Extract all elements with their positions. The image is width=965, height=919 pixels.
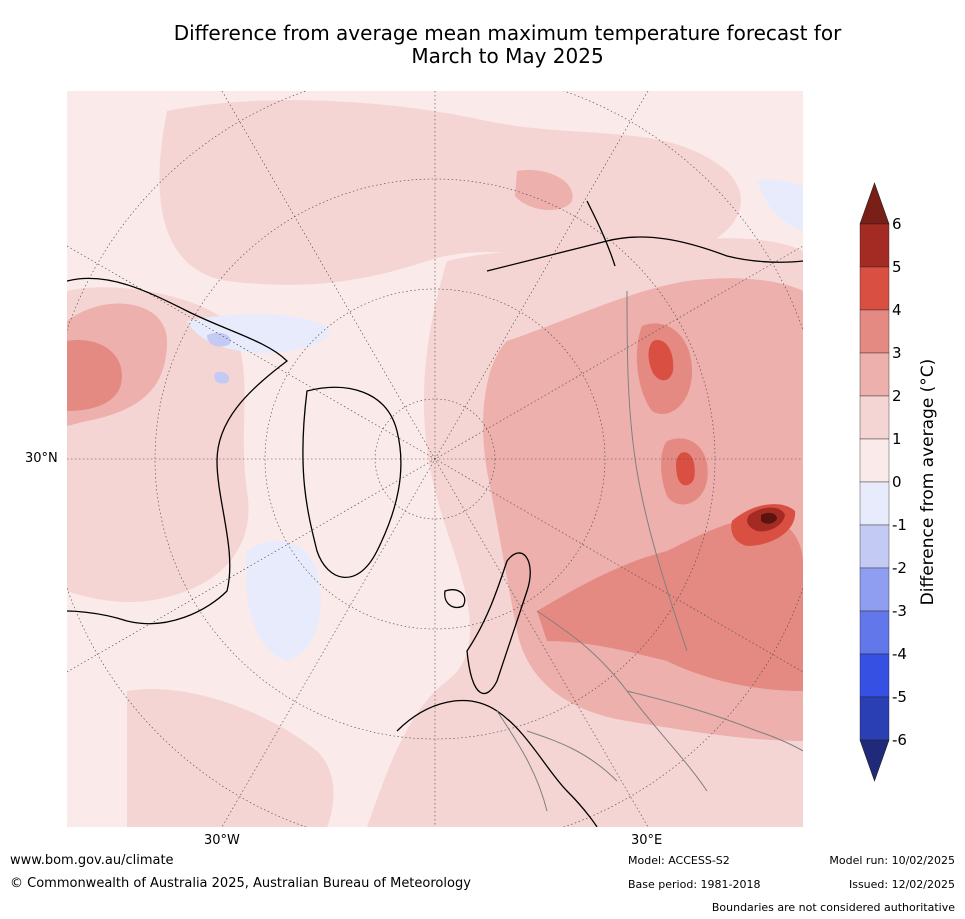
coastline-iceland: [444, 589, 466, 609]
footer-copyright: © Commonwealth of Australia 2025, Austra…: [10, 876, 471, 891]
graticule-meridian-300: [67, 245, 803, 673]
lat-label-30n: 30°N: [25, 451, 58, 466]
anomaly-gt6-east: [761, 512, 777, 524]
colorbar-tick-label: 3: [892, 344, 902, 362]
colorbar-bands: [859, 223, 890, 741]
colorbar-band: [859, 352, 890, 397]
colorbar-tick-label: 4: [892, 301, 902, 319]
colorbar-svg: [859, 182, 890, 782]
anomaly-2-3-northsea: [515, 170, 573, 211]
footer-issued: Issued: 12/02/2025: [848, 878, 955, 891]
anomaly-1-2-north: [159, 100, 741, 285]
map-title-line-2: March to May 2025: [411, 44, 604, 68]
colorbar-label: Difference from average (°C): [918, 358, 938, 606]
anomaly-neg-0-1-ne: [757, 179, 803, 231]
colorbar-band: [859, 653, 890, 698]
boundary-europe-b: [526, 730, 618, 782]
colorbar-band: [859, 610, 890, 655]
colorbar-band: [859, 567, 890, 612]
colorbar-band: [859, 309, 890, 354]
colorbar-tick-label: 5: [892, 258, 902, 276]
graticule-lat-60: [264, 288, 606, 630]
graticule: [67, 91, 803, 827]
map-title-line-1: Difference from average mean maximum tem…: [173, 21, 842, 45]
colorbar-band: [859, 696, 890, 741]
colorbar-band: [859, 481, 890, 526]
colorbar-under-triangle: [859, 739, 890, 782]
anomaly-neg-1-2-arctic-b: [214, 371, 230, 384]
colorbar-tick-label: 0: [892, 473, 902, 491]
map-canvas: [67, 91, 803, 827]
coastline-scandinavia: [466, 552, 531, 695]
colorbar-tick-label: 1: [892, 430, 902, 448]
anomaly-3-4-central: [537, 518, 803, 691]
footer-url: www.bom.gov.au/climate: [10, 853, 174, 868]
country-boundaries: [496, 290, 803, 812]
colorbar-band: [859, 266, 890, 311]
colorbar: [855, 180, 965, 790]
colorbar-tick-label: -5: [892, 688, 907, 706]
coastline-greenland: [302, 386, 402, 579]
anomaly-1-2-south: [127, 689, 334, 827]
lon-label-30w: 30°W: [204, 833, 240, 848]
footer-model-run: Model run: 10/02/2025: [829, 854, 955, 867]
coastline-novaya-zemlya: [586, 200, 616, 267]
boundary-kazakhstan: [626, 690, 803, 752]
anomaly-neg-1-2-arctic: [207, 332, 231, 347]
colorbar-tick-label: 6: [892, 215, 902, 233]
footer-disclaimer: Boundaries are not considered authoritat…: [711, 901, 955, 914]
coastlines: [67, 200, 803, 827]
colorbar-band: [859, 524, 890, 569]
footer-model: Model: ACCESS-S2: [628, 854, 730, 867]
coastline-russia-arctic: [486, 236, 803, 272]
colorbar-tick-label: -3: [892, 602, 907, 620]
anomaly-3-4-west: [67, 340, 122, 411]
forecast-map: [67, 91, 803, 827]
colorbar-band: [859, 438, 890, 483]
colorbar-band: [859, 395, 890, 440]
colorbar-tick-label: -1: [892, 516, 907, 534]
footer-base-period: Base period: 1981-2018: [628, 878, 761, 891]
colorbar-over-triangle: [859, 182, 890, 225]
lon-label-30e: 30°E: [631, 833, 663, 848]
boundary-europe-a: [496, 710, 548, 812]
colorbar-tick-label: -6: [892, 731, 907, 749]
anomaly-neg-0-1-atlantic: [246, 540, 321, 661]
boundary-siberia: [626, 290, 688, 652]
coastline-canada: [67, 277, 288, 625]
colorbar-tick-label: 2: [892, 387, 902, 405]
anomaly-4-5-north: [648, 340, 674, 381]
colorbar-band: [859, 223, 890, 268]
coastline-europe: [396, 699, 598, 827]
colorbar-tick-label: -4: [892, 645, 907, 663]
colorbar-tick-label: -2: [892, 559, 907, 577]
anomaly-4-5-mid: [676, 452, 695, 486]
